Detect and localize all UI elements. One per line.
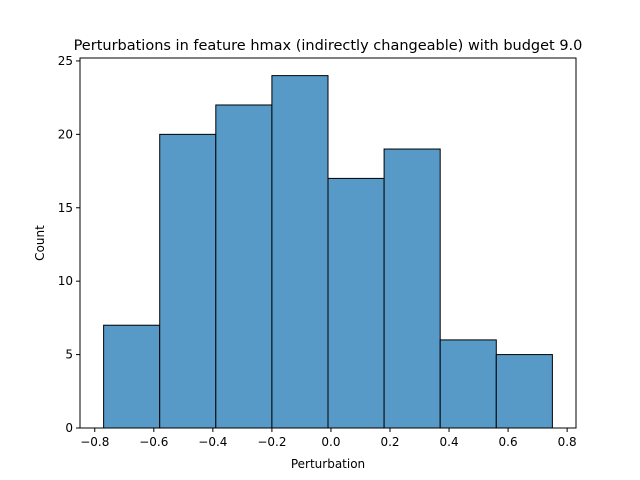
y-tick-label: 0 bbox=[65, 421, 73, 435]
histogram-bar bbox=[103, 324, 161, 429]
x-tick-label: −0.2 bbox=[257, 435, 286, 449]
y-axis-label: Count bbox=[33, 225, 47, 261]
x-tick-label: 0.6 bbox=[499, 435, 518, 449]
y-tick-label: 25 bbox=[58, 54, 73, 68]
x-tick-label: −0.6 bbox=[139, 435, 168, 449]
x-tick-label: −0.8 bbox=[80, 435, 109, 449]
x-tick-label: 0.4 bbox=[440, 435, 459, 449]
y-tick-label: 15 bbox=[58, 201, 73, 215]
chart-title: Perturbations in feature hmax (indirectl… bbox=[74, 38, 583, 54]
histogram-bar bbox=[271, 75, 329, 429]
plot-frame bbox=[79, 57, 577, 429]
x-tick-label: 0.0 bbox=[321, 435, 340, 449]
y-tick-label: 10 bbox=[58, 274, 73, 288]
x-tick-label: −0.4 bbox=[198, 435, 227, 449]
histogram-bar bbox=[439, 339, 497, 429]
histogram-bar bbox=[159, 133, 217, 429]
bars-group bbox=[103, 75, 553, 429]
histogram-bar bbox=[383, 148, 441, 429]
x-tick-label: 0.8 bbox=[558, 435, 577, 449]
histogram-bar bbox=[215, 104, 273, 429]
y-tick-label: 5 bbox=[65, 348, 73, 362]
x-axis-label: Perturbation bbox=[291, 457, 365, 471]
histogram-bar bbox=[495, 354, 553, 429]
histogram-bar bbox=[327, 177, 385, 429]
x-axis-ticks: −0.8 −0.6 −0.4 −0.2 0.0 0.2 0.4 0.6 0.8 bbox=[80, 428, 577, 449]
x-tick-label: 0.2 bbox=[380, 435, 399, 449]
y-tick-label: 20 bbox=[58, 127, 73, 141]
y-axis-ticks: 0 5 10 15 20 25 bbox=[58, 54, 80, 435]
